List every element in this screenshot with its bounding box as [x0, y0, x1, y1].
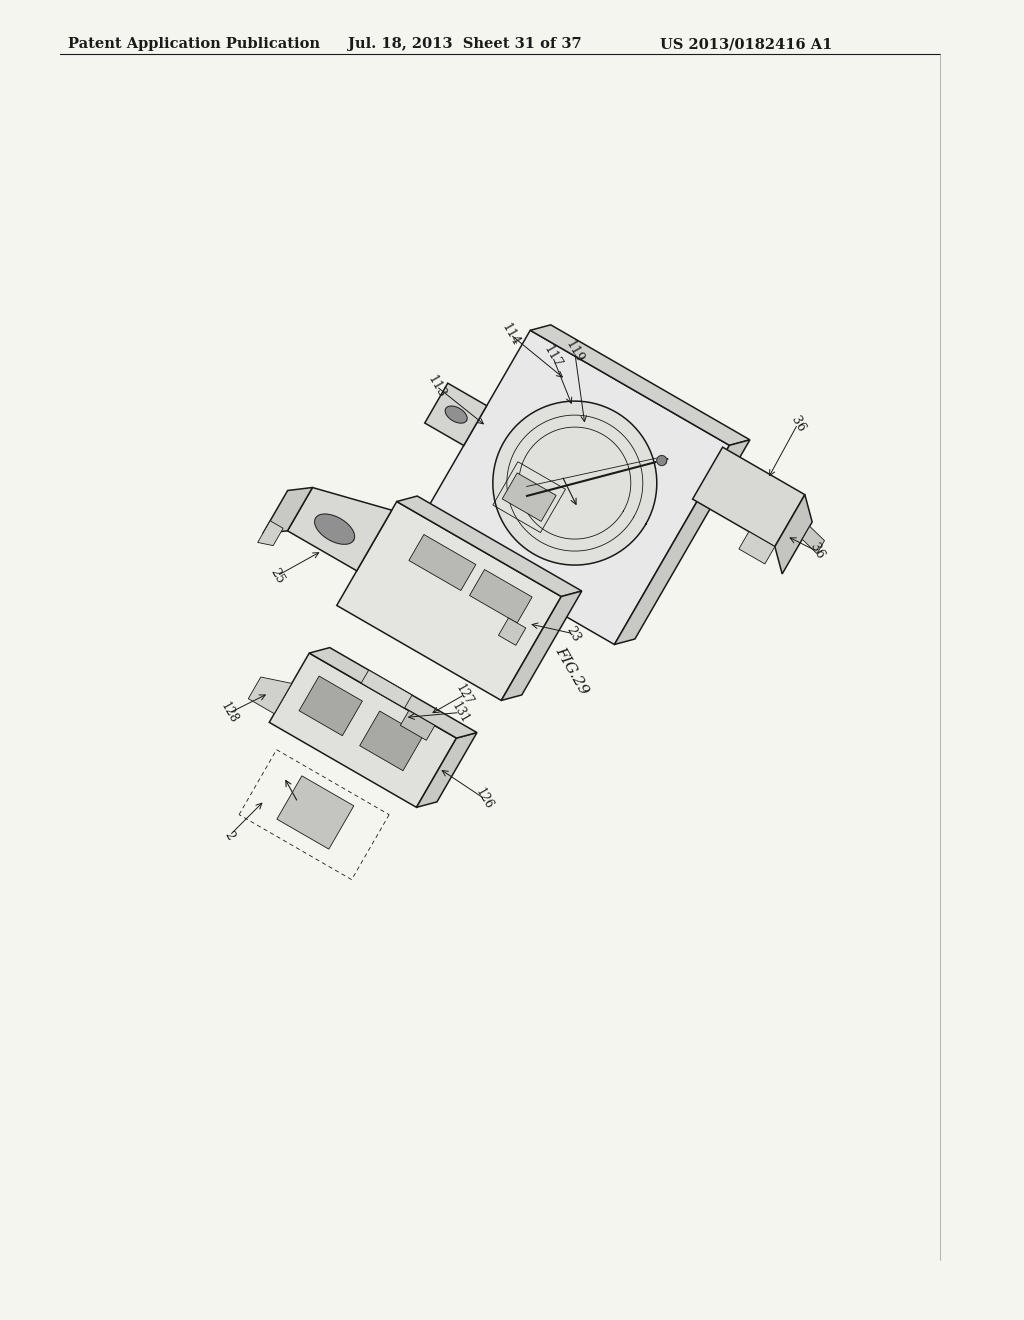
Polygon shape [309, 648, 477, 738]
Polygon shape [258, 521, 283, 545]
Text: Jul. 18, 2013  Sheet 31 of 37: Jul. 18, 2013 Sheet 31 of 37 [348, 37, 582, 51]
Polygon shape [359, 711, 423, 771]
Polygon shape [502, 473, 556, 521]
Text: 131: 131 [449, 700, 471, 726]
Polygon shape [614, 440, 750, 644]
Polygon shape [400, 710, 435, 741]
Text: 36: 36 [788, 413, 807, 434]
Polygon shape [470, 569, 532, 623]
Polygon shape [415, 330, 729, 644]
Polygon shape [396, 496, 582, 597]
Polygon shape [314, 513, 354, 544]
Text: 36: 36 [807, 541, 826, 561]
Text: FIG.29: FIG.29 [552, 644, 591, 697]
Text: 114: 114 [499, 321, 522, 348]
Text: US 2013/0182416 A1: US 2013/0182416 A1 [660, 37, 833, 51]
Polygon shape [361, 671, 412, 708]
Text: 113: 113 [425, 372, 449, 400]
Polygon shape [299, 676, 362, 735]
Polygon shape [417, 733, 477, 808]
Polygon shape [269, 653, 457, 808]
Polygon shape [276, 776, 354, 849]
Polygon shape [425, 383, 486, 446]
Polygon shape [409, 535, 476, 590]
Text: 119: 119 [563, 338, 587, 366]
Polygon shape [262, 487, 312, 533]
Text: 25: 25 [267, 566, 287, 586]
Polygon shape [775, 495, 812, 574]
Text: 126: 126 [473, 785, 496, 812]
Polygon shape [739, 532, 775, 564]
Text: 127: 127 [454, 681, 476, 708]
Polygon shape [692, 447, 805, 546]
Polygon shape [502, 591, 582, 701]
Polygon shape [248, 677, 292, 714]
Polygon shape [530, 325, 750, 445]
Text: 23: 23 [563, 623, 583, 644]
Text: 117: 117 [541, 343, 564, 371]
Polygon shape [493, 401, 656, 565]
Polygon shape [337, 502, 561, 701]
Text: 2: 2 [222, 829, 238, 842]
Text: Patent Application Publication: Patent Application Publication [68, 37, 319, 51]
Polygon shape [802, 527, 824, 553]
Text: 128: 128 [217, 701, 240, 726]
Polygon shape [499, 618, 525, 645]
Polygon shape [288, 487, 392, 570]
Polygon shape [656, 455, 667, 466]
Polygon shape [445, 407, 467, 424]
